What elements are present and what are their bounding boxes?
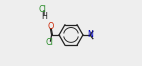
Text: Cl: Cl <box>38 5 46 14</box>
Text: Cl: Cl <box>45 38 53 47</box>
Text: H: H <box>42 12 47 21</box>
Text: N: N <box>87 30 93 39</box>
Text: O: O <box>47 23 54 31</box>
